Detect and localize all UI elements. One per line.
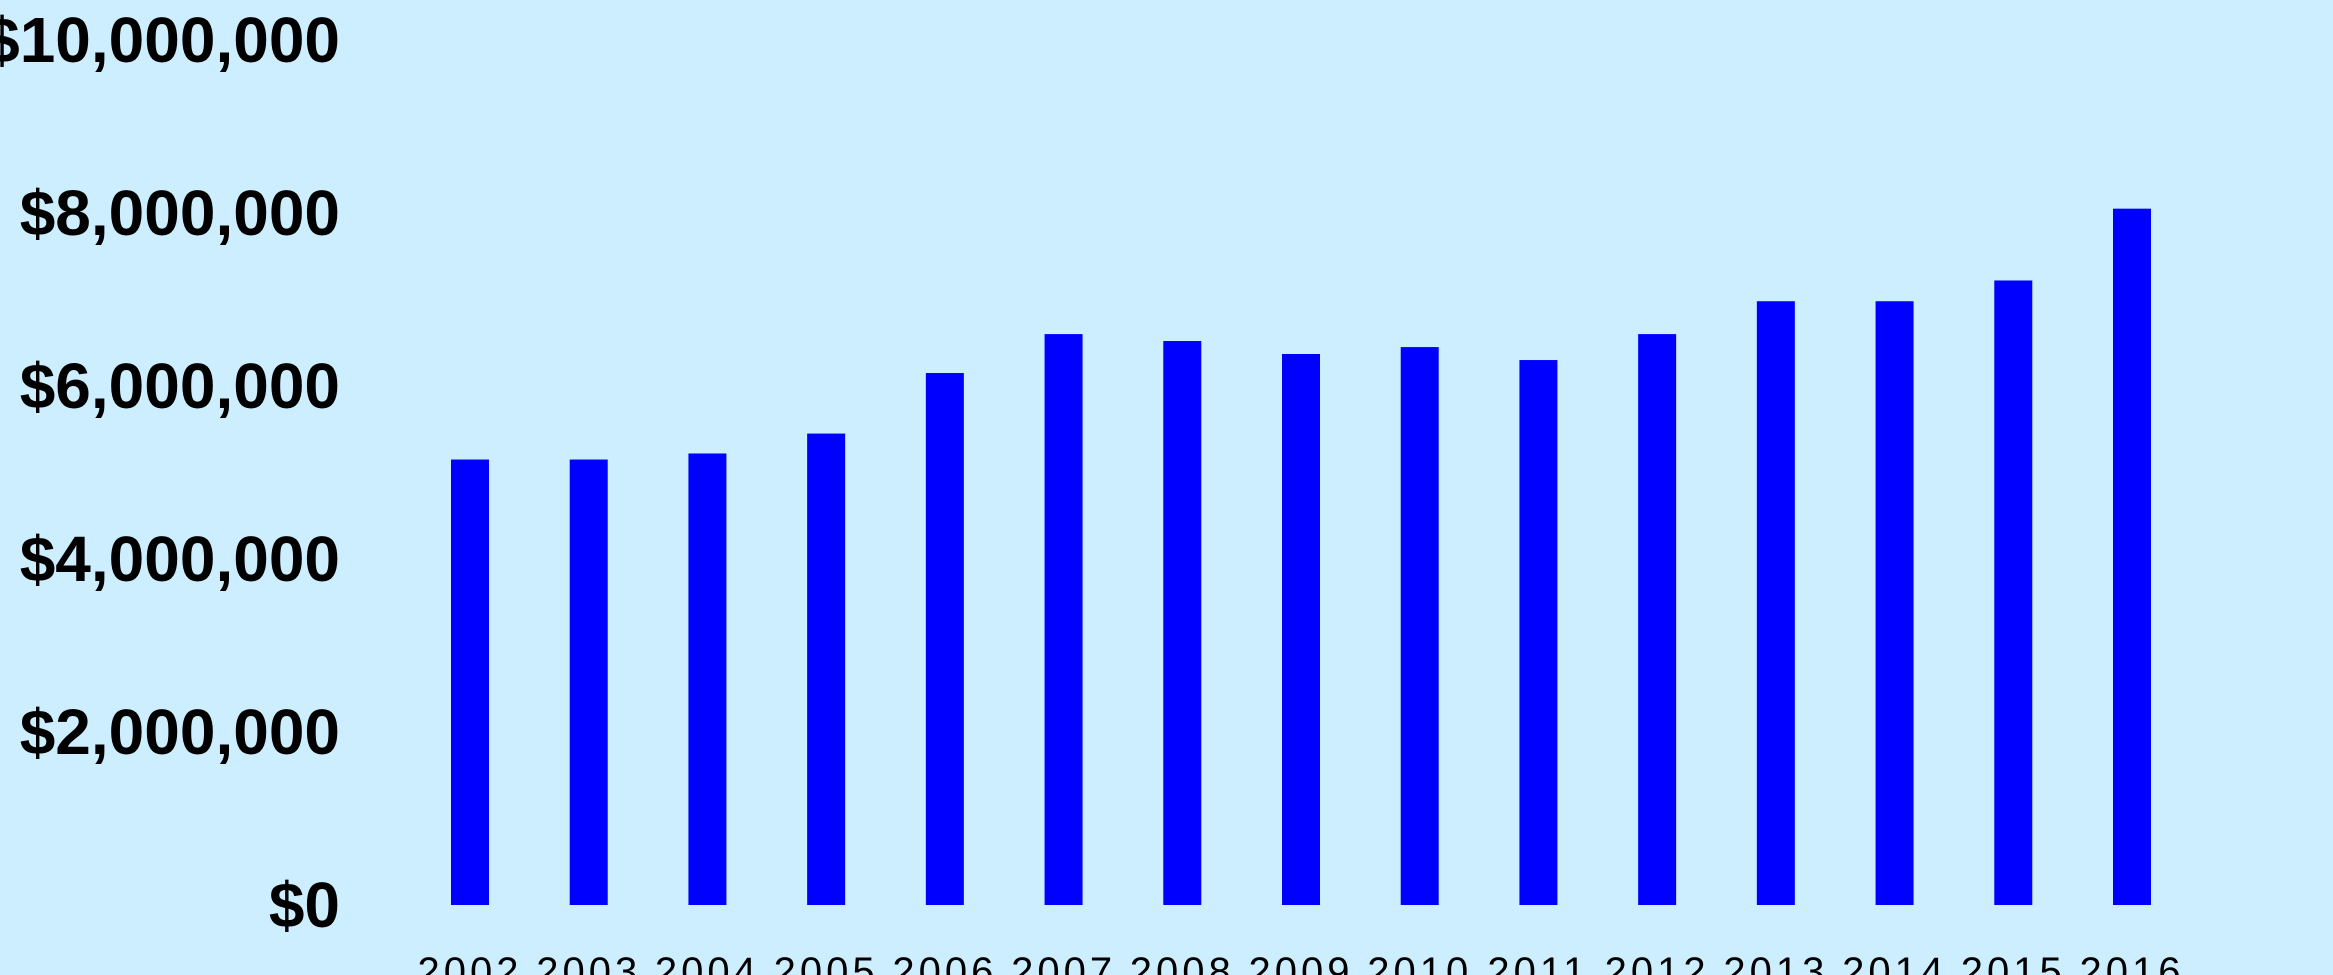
x-tick-label: 2005 <box>774 950 879 975</box>
x-tick-label: 2010 <box>1367 950 1472 975</box>
bar-2012 <box>1638 334 1677 906</box>
bar-2006 <box>925 373 964 905</box>
bar-2005 <box>807 433 846 905</box>
y-axis: $0 $2,000,000 $4,000,000 $6,000,000 $8,000,0… <box>0 4 340 941</box>
x-tick-label: 2011 <box>1487 950 1589 975</box>
y-tick-label: $4,000,000 <box>20 523 340 595</box>
x-tick-label: 2014 <box>1842 950 1947 975</box>
x-tick-label: 2002 <box>418 950 523 975</box>
bar-2003 <box>569 459 608 905</box>
bar-2009 <box>1282 353 1320 905</box>
x-tick-label: 2012 <box>1605 950 1710 975</box>
bar-2016 <box>2113 208 2151 906</box>
bar-2002 <box>451 459 489 905</box>
x-tick-label: 2015 <box>1961 950 2066 975</box>
bar-2015 <box>1994 280 2033 906</box>
bar-2010 <box>1400 347 1439 905</box>
x-tick-label: 2016 <box>2080 950 2185 975</box>
y-tick-label: $10,000,000 <box>0 4 340 76</box>
bar-2013 <box>1756 301 1795 906</box>
y-tick-label: $6,000,000 <box>20 350 340 422</box>
y-tick-label: $0 <box>269 869 340 941</box>
bar-2008 <box>1163 341 1202 905</box>
bar-2011 <box>1519 360 1558 905</box>
x-tick-label: 2009 <box>1249 950 1354 975</box>
x-tick-label: 2007 <box>1011 950 1116 975</box>
x-tick-label: 2003 <box>536 950 641 975</box>
bars <box>451 208 2151 906</box>
x-axis: 2002 2003 2004 2005 2006 2007 2008 2009 2010 2011… <box>418 950 2185 975</box>
x-tick-label: 2013 <box>1723 950 1828 975</box>
bar-2014 <box>1875 301 1914 906</box>
x-tick-label: 2006 <box>892 950 997 975</box>
bar-2004 <box>688 453 727 905</box>
x-tick-label: 2004 <box>655 950 760 975</box>
y-tick-label: $8,000,000 <box>20 177 340 249</box>
bar-2007 <box>1044 334 1083 906</box>
x-tick-label: 2008 <box>1130 950 1235 975</box>
y-tick-label: $2,000,000 <box>20 696 340 768</box>
